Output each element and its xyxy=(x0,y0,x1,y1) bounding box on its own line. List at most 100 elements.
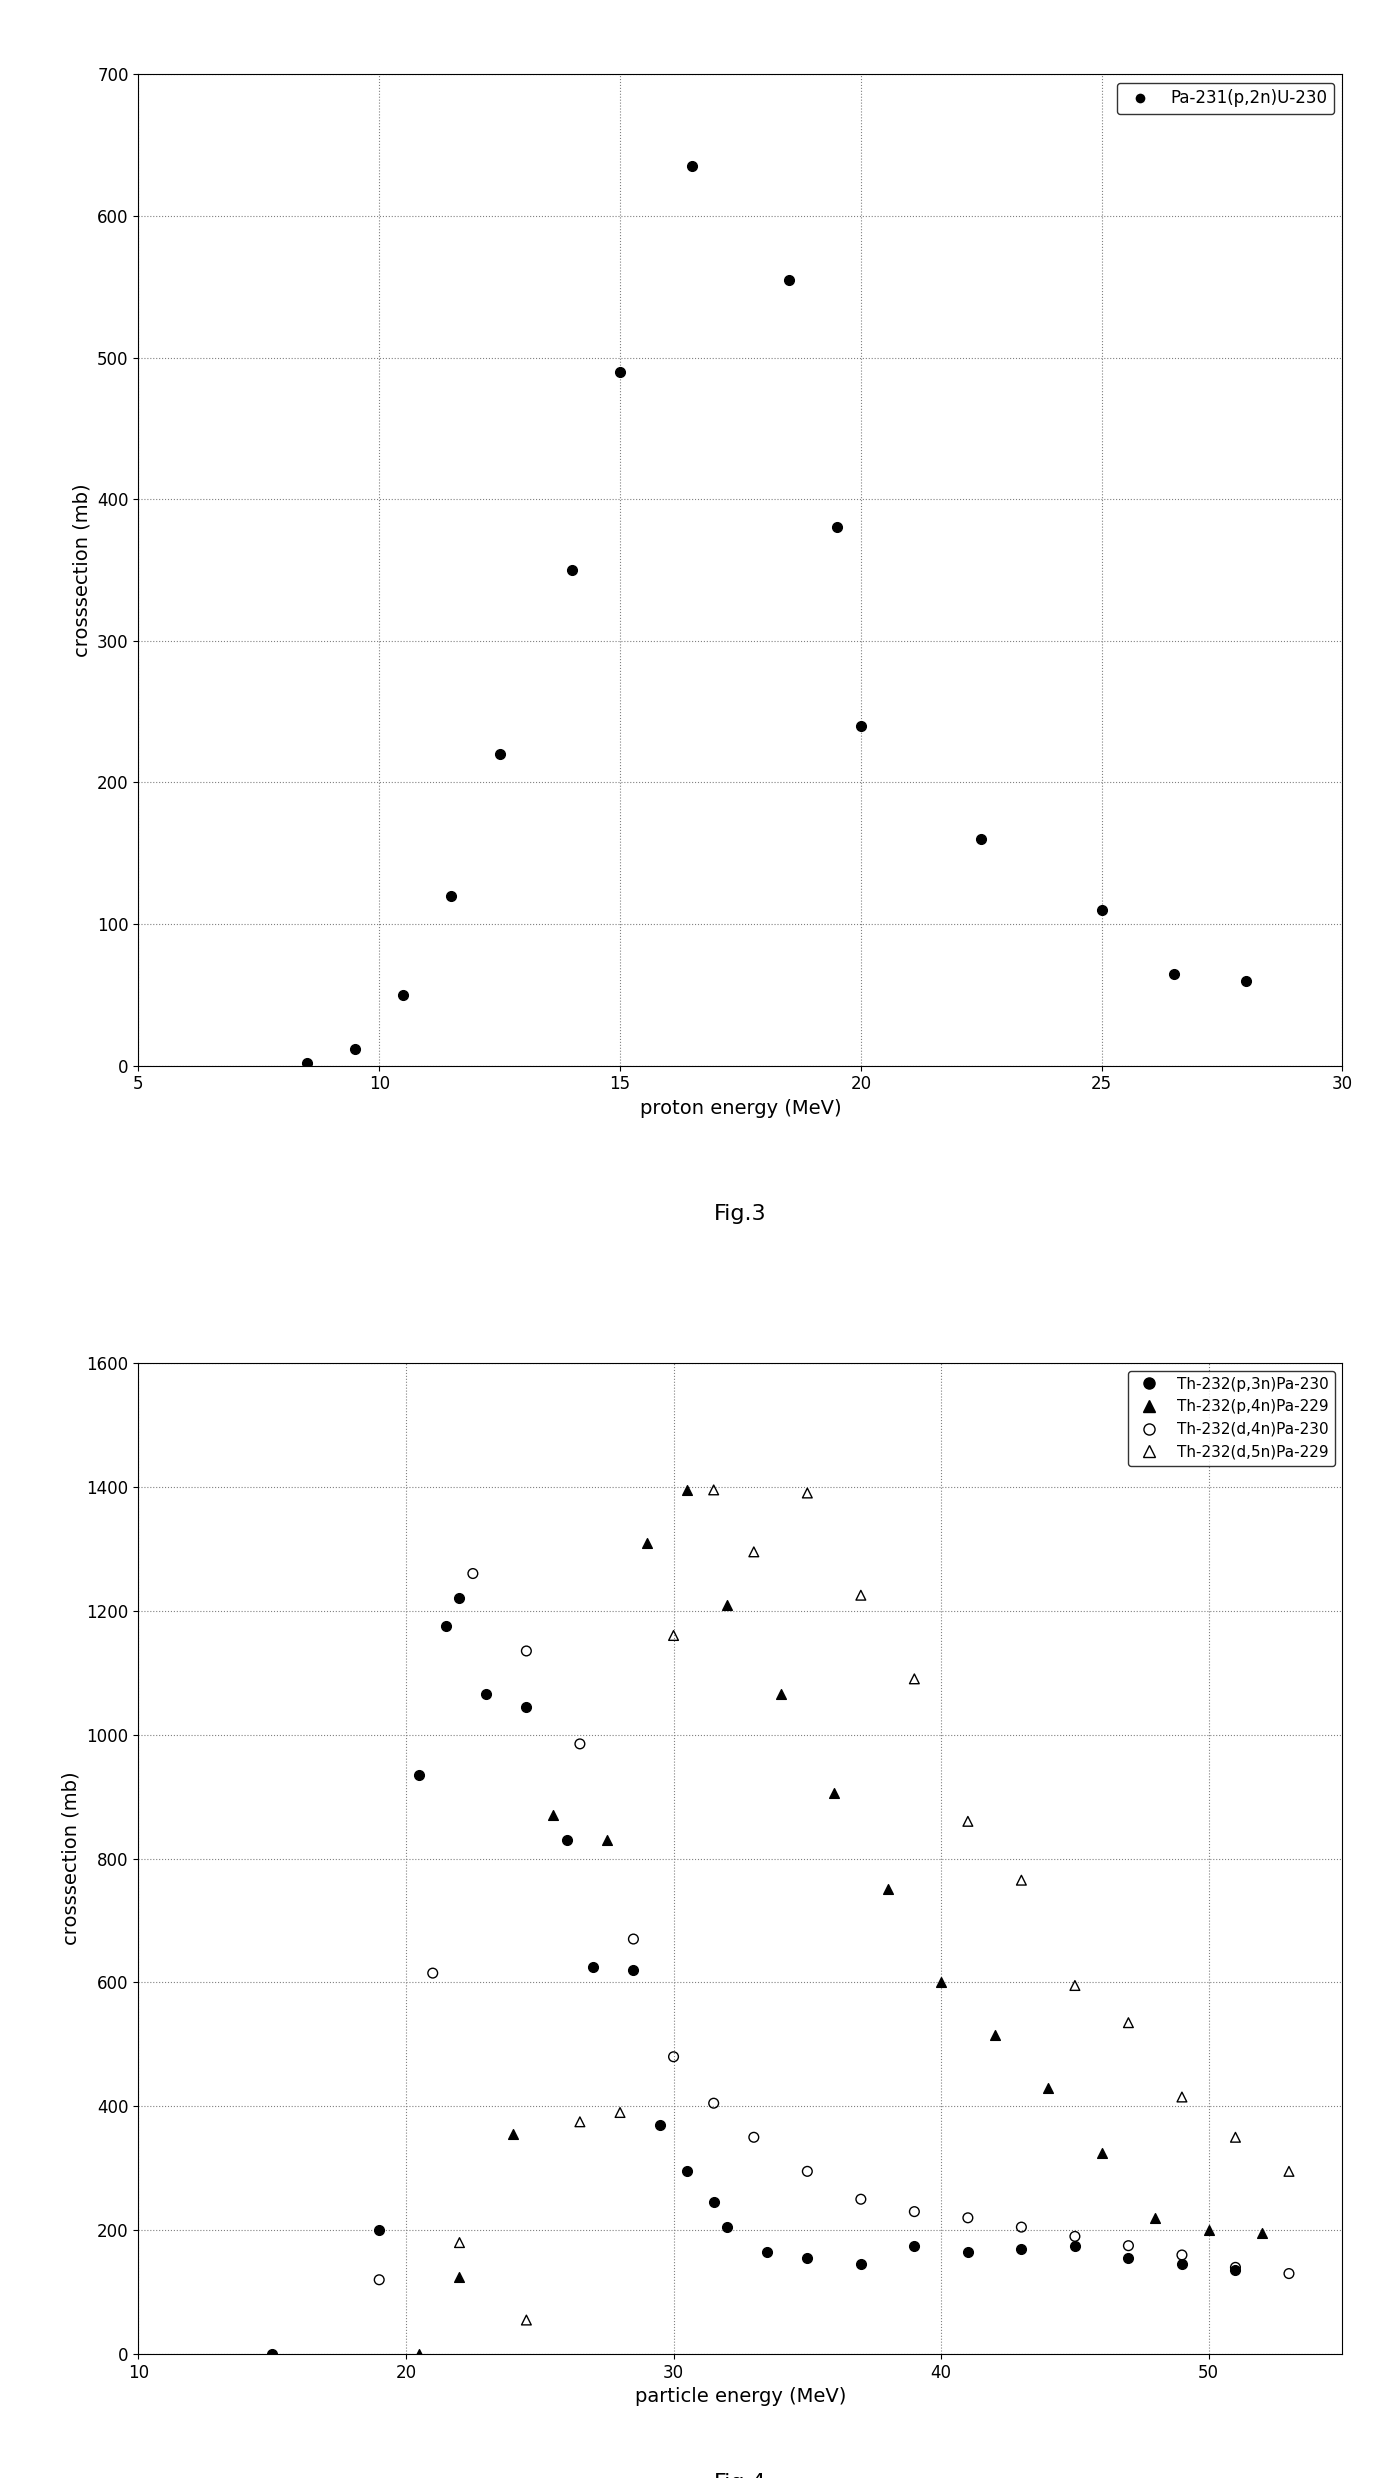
Point xyxy=(716,2208,738,2248)
Y-axis label: crosssection (mb): crosssection (mb) xyxy=(62,1772,80,1945)
Point xyxy=(623,1918,645,1958)
Point xyxy=(876,1871,898,1911)
X-axis label: particle energy (MeV): particle energy (MeV) xyxy=(635,2386,846,2406)
Point xyxy=(1171,2245,1193,2285)
Point xyxy=(296,1043,318,1083)
X-axis label: proton energy (MeV): proton energy (MeV) xyxy=(639,1098,841,1118)
Point xyxy=(368,2260,390,2300)
Point xyxy=(850,2245,872,2285)
Point xyxy=(956,2198,978,2238)
Point xyxy=(392,974,414,1014)
Legend: Th-232(p,3n)Pa-230, Th-232(p,4n)Pa-229, Th-232(d,4n)Pa-230, Th-232(d,5n)Pa-229: Th-232(p,3n)Pa-230, Th-232(p,4n)Pa-229, … xyxy=(1128,1370,1334,1464)
Point xyxy=(663,2037,685,2077)
Point xyxy=(1163,954,1185,994)
Point xyxy=(489,733,511,773)
Point xyxy=(435,1606,457,1645)
Point xyxy=(675,2151,698,2191)
Point xyxy=(904,2193,926,2233)
Point xyxy=(675,1469,698,1509)
Legend: Pa-231(p,2n)U-230: Pa-231(p,2n)U-230 xyxy=(1117,82,1334,114)
Point xyxy=(930,1963,952,2002)
Point xyxy=(756,2233,778,2272)
Point xyxy=(1091,2134,1113,2173)
Point xyxy=(1225,2250,1247,2290)
Point xyxy=(681,146,703,186)
Point xyxy=(1117,2238,1139,2277)
Point xyxy=(1235,961,1257,1001)
Point xyxy=(515,1631,537,1670)
Point xyxy=(1225,2248,1247,2287)
Point xyxy=(448,2223,471,2262)
Point xyxy=(956,1802,978,1841)
Point xyxy=(262,2334,284,2374)
Point xyxy=(368,2210,390,2250)
Point xyxy=(448,1578,471,1618)
Point xyxy=(623,1950,645,1990)
Text: Fig.4: Fig.4 xyxy=(714,2473,767,2478)
Point xyxy=(1117,2002,1139,2042)
Point xyxy=(1010,1861,1032,1901)
Point xyxy=(422,1953,444,1992)
Point xyxy=(1037,2067,1059,2106)
Point xyxy=(1277,2151,1300,2191)
Point xyxy=(448,2257,471,2297)
Point xyxy=(703,2084,725,2124)
Point xyxy=(796,1472,818,1512)
Point xyxy=(1064,2225,1086,2265)
Point xyxy=(408,1754,430,1794)
Point xyxy=(1091,890,1113,929)
Point xyxy=(609,2091,631,2131)
Point xyxy=(1145,2198,1167,2238)
Point xyxy=(569,1725,591,1764)
Point xyxy=(796,2151,818,2191)
Point xyxy=(408,2334,430,2374)
Y-axis label: crosssection (mb): crosssection (mb) xyxy=(72,483,91,657)
Point xyxy=(663,1616,685,1655)
Point xyxy=(904,1660,926,1700)
Point xyxy=(583,1948,605,1987)
Point xyxy=(743,2116,765,2156)
Point xyxy=(1117,2225,1139,2265)
Point xyxy=(1064,2218,1086,2257)
Point xyxy=(345,1028,367,1068)
Point xyxy=(595,1819,617,1858)
Point xyxy=(770,1675,792,1715)
Point xyxy=(1171,2077,1193,2116)
Point xyxy=(823,1774,846,1814)
Point xyxy=(515,2300,537,2339)
Point xyxy=(796,2238,818,2277)
Text: Fig.3: Fig.3 xyxy=(714,1204,767,1224)
Point xyxy=(716,1586,738,1626)
Point xyxy=(649,2106,671,2146)
Point xyxy=(703,2183,725,2223)
Point xyxy=(850,1576,872,1616)
Point xyxy=(850,706,872,746)
Point xyxy=(1064,1965,1086,2005)
Point xyxy=(502,2114,525,2153)
Point xyxy=(475,1675,497,1715)
Point xyxy=(555,1819,577,1858)
Point xyxy=(1251,2213,1273,2253)
Point xyxy=(609,352,631,392)
Point xyxy=(1277,2255,1300,2295)
Point xyxy=(1197,2210,1219,2250)
Point xyxy=(956,2233,978,2272)
Point xyxy=(743,1531,765,1571)
Point xyxy=(635,1521,657,1564)
Point xyxy=(778,260,800,300)
Point xyxy=(515,1688,537,1727)
Point xyxy=(850,2181,872,2220)
Point xyxy=(1010,2208,1032,2248)
Point xyxy=(1171,2235,1193,2275)
Point xyxy=(543,1794,565,1834)
Point xyxy=(970,820,992,860)
Point xyxy=(984,2015,1006,2054)
Point xyxy=(1010,2230,1032,2270)
Point xyxy=(440,875,462,914)
Point xyxy=(904,2225,926,2265)
Point xyxy=(826,508,848,548)
Point xyxy=(569,2101,591,2141)
Point xyxy=(561,550,583,590)
Point xyxy=(1225,2116,1247,2156)
Point xyxy=(462,1554,484,1593)
